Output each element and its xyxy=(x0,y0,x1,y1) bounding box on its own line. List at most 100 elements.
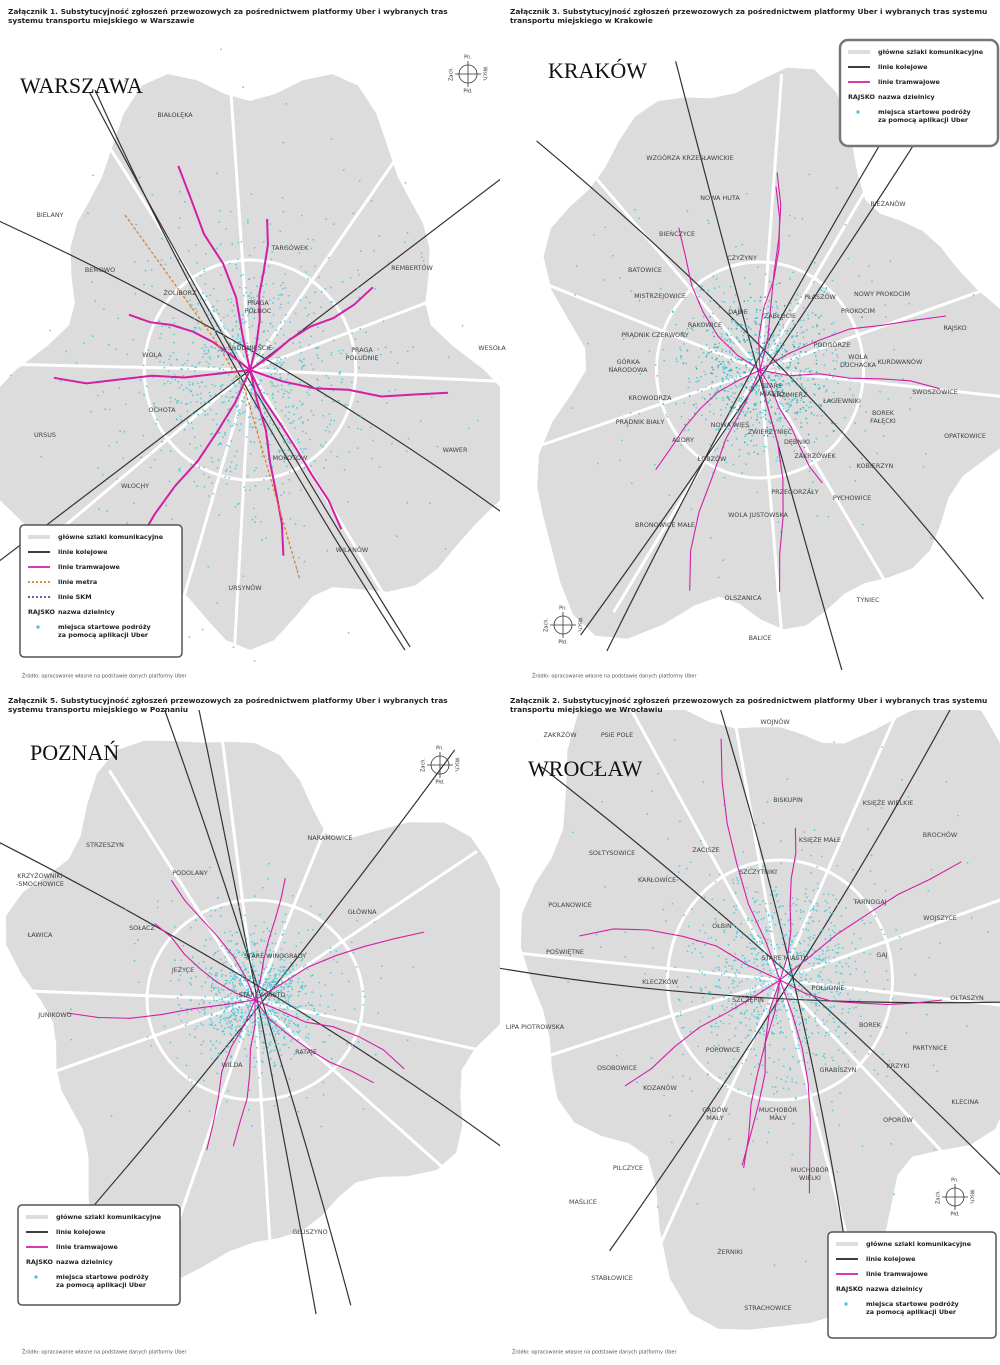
uber-start-point xyxy=(776,307,779,310)
uber-start-point xyxy=(830,323,833,325)
uber-start-point xyxy=(820,855,823,858)
uber-start-point xyxy=(177,380,180,383)
uber-start-point xyxy=(241,954,243,956)
uber-start-point xyxy=(195,327,197,329)
uber-start-point xyxy=(266,927,269,930)
uber-start-point xyxy=(715,1022,718,1025)
uber-start-point xyxy=(194,370,196,373)
uber-start-point xyxy=(244,489,247,492)
uber-start-point xyxy=(736,427,739,430)
uber-start-point xyxy=(822,1019,825,1021)
uber-start-point xyxy=(835,422,837,425)
uber-start-point xyxy=(270,1012,273,1015)
uber-start-point xyxy=(297,1025,300,1028)
uber-start-point xyxy=(238,906,240,908)
uber-start-point xyxy=(813,908,815,911)
uber-start-point xyxy=(295,1006,298,1009)
uber-start-point xyxy=(691,1090,694,1093)
uber-start-point xyxy=(778,906,780,909)
uber-start-point xyxy=(273,978,276,980)
uber-start-point xyxy=(236,416,238,419)
uber-start-point xyxy=(91,281,94,283)
uber-start-point xyxy=(199,361,201,364)
uber-start-point xyxy=(863,951,865,954)
uber-start-point xyxy=(260,1000,263,1003)
uber-start-point xyxy=(180,368,182,370)
uber-start-point xyxy=(783,923,786,926)
uber-start-point xyxy=(832,359,835,362)
uber-start-point xyxy=(809,371,811,374)
uber-start-point xyxy=(778,401,781,404)
uber-start-point xyxy=(743,300,746,303)
uber-start-point xyxy=(295,407,298,409)
uber-start-point xyxy=(238,429,241,432)
uber-start-point xyxy=(240,1008,243,1011)
uber-start-point xyxy=(756,1006,758,1009)
uber-start-point xyxy=(270,935,272,937)
uber-start-point xyxy=(827,515,830,518)
uber-start-point xyxy=(767,429,770,432)
uber-start-point xyxy=(837,947,840,949)
uber-start-point xyxy=(255,969,257,972)
uber-start-point xyxy=(201,998,204,1001)
uber-start-point xyxy=(792,320,794,322)
uber-start-point xyxy=(709,393,711,396)
legend-label: miejsca startowe podróży xyxy=(866,1300,960,1308)
uber-start-point xyxy=(797,357,800,360)
uber-start-point xyxy=(245,1055,248,1058)
uber-start-point xyxy=(859,405,861,408)
uber-start-point xyxy=(189,999,192,1001)
uber-start-point xyxy=(854,422,857,425)
uber-start-point xyxy=(754,317,757,320)
uber-start-point xyxy=(170,363,173,366)
uber-start-point xyxy=(211,482,213,484)
uber-start-point xyxy=(230,440,233,443)
tram-line xyxy=(232,999,256,1147)
uber-start-point xyxy=(743,331,745,334)
uber-start-point xyxy=(260,423,263,426)
uber-start-point xyxy=(248,1034,250,1037)
uber-start-point xyxy=(785,1036,787,1038)
uber-start-point xyxy=(199,444,202,447)
uber-start-point xyxy=(271,394,274,396)
uber-start-point xyxy=(230,1027,233,1030)
uber-start-point xyxy=(736,930,738,933)
uber-start-point xyxy=(750,1029,753,1032)
uber-start-point xyxy=(280,293,282,296)
uber-start-point xyxy=(241,321,243,324)
uber-start-point xyxy=(758,421,761,424)
uber-start-point xyxy=(799,942,802,945)
uber-start-point xyxy=(709,300,712,303)
uber-start-point xyxy=(685,362,688,365)
district-label: BISKUPIN xyxy=(773,796,803,804)
uber-start-point xyxy=(779,417,782,420)
district-label: BIAŁOŁĘKA xyxy=(157,111,193,119)
uber-start-point xyxy=(719,1076,721,1079)
main-road xyxy=(758,124,906,371)
uber-start-point xyxy=(731,421,734,424)
uber-start-point xyxy=(179,470,182,472)
uber-start-point xyxy=(802,319,805,322)
uber-start-point xyxy=(745,426,748,429)
legend-label: linie kolejowe xyxy=(58,548,108,556)
uber-start-point xyxy=(799,351,802,353)
uber-start-point xyxy=(231,335,234,338)
uber-start-point xyxy=(225,1051,228,1053)
uber-start-point xyxy=(233,978,236,981)
uber-start-point xyxy=(779,1020,782,1022)
uber-start-point xyxy=(836,353,838,356)
uber-start-point xyxy=(241,976,244,978)
uber-start-point xyxy=(205,252,207,255)
uber-start-point xyxy=(377,348,380,351)
legend-box xyxy=(838,38,1000,148)
uber-start-point xyxy=(799,909,802,912)
uber-start-point xyxy=(237,242,240,244)
uber-start-point xyxy=(743,371,746,374)
uber-start-point xyxy=(234,505,237,508)
uber-start-point xyxy=(708,351,710,354)
uber-start-point xyxy=(132,338,135,341)
uber-start-point xyxy=(234,1000,237,1003)
uber-start-point xyxy=(92,174,94,177)
uber-start-point xyxy=(774,412,776,414)
uber-start-point xyxy=(687,377,690,380)
